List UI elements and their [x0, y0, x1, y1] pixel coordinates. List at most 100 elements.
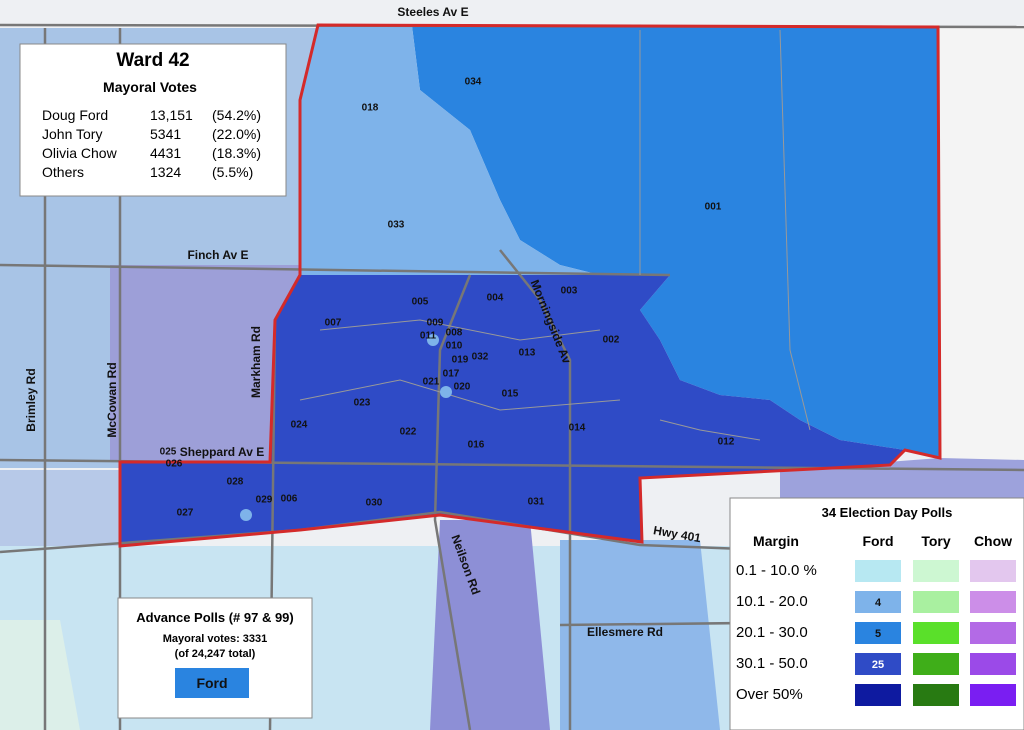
poll-label: 019	[452, 355, 469, 366]
poll-label: 008	[446, 328, 463, 339]
poll-label: 026	[166, 459, 183, 470]
legend-header: Margin	[753, 533, 799, 549]
poll-label: 012	[718, 437, 735, 448]
road-label: Steeles Av E	[397, 5, 468, 19]
advance-winner: Ford	[196, 675, 227, 691]
poll-site	[240, 509, 252, 521]
ward-boundary	[118, 23, 942, 548]
legend-header: Tory	[921, 533, 951, 549]
legend-body: Margin Ford Tory Chow 0.1 - 10.0 % 10.1 - 20.…	[736, 533, 1016, 706]
poll-label: 029	[256, 495, 273, 506]
poll-label: 002	[603, 335, 620, 346]
poll-label: 014	[569, 423, 586, 434]
poll-area-light	[300, 25, 600, 275]
poll-label: 009	[427, 318, 444, 329]
poll-label: 032	[472, 352, 489, 363]
legend-range: 0.1 - 10.0 %	[736, 562, 817, 579]
poll-label: 015	[502, 389, 519, 400]
summary-cell: 4431	[150, 145, 181, 161]
summary-box: Ward 42 Mayoral Votes Doug Ford 13,151 (54…	[19, 43, 287, 197]
summary-cell: Doug Ford	[42, 107, 108, 123]
legend-swatch	[913, 560, 959, 582]
legend-swatch	[855, 622, 901, 644]
area-south-purple	[430, 520, 550, 730]
legend-swatch	[855, 684, 901, 706]
summary-cell: Others	[42, 164, 84, 180]
area-southwest	[0, 470, 120, 546]
advance-title: Advance Polls (# 97 & 99)	[136, 610, 294, 625]
poll-label: 023	[354, 398, 371, 409]
advance-line: (of 24,247 total)	[175, 648, 256, 660]
poll-label: 021	[423, 377, 440, 388]
summary-cell: (22.0%)	[212, 126, 261, 142]
road-label: McCowan Rd	[105, 362, 119, 437]
road-line	[433, 274, 472, 730]
legend-swatch	[855, 653, 901, 675]
poll-label: 030	[366, 498, 383, 509]
summary-cell: 5341	[150, 126, 181, 142]
street	[779, 29, 811, 431]
road-line	[499, 249, 572, 730]
legend-swatch	[913, 653, 959, 675]
summary-cell: (5.5%)	[212, 164, 253, 180]
street	[659, 419, 761, 441]
legend-swatch	[970, 591, 1016, 613]
summary-title: Ward 42	[116, 50, 189, 71]
legend-range: 10.1 - 20.0	[736, 593, 808, 610]
poll-label: 018	[362, 103, 379, 114]
summary-cell: 13,151	[150, 107, 193, 123]
poll-area-medium	[318, 25, 940, 458]
summary-cell: John Tory	[42, 126, 102, 142]
poll-label: 027	[177, 508, 194, 519]
summary-cell: Olivia Chow	[42, 145, 118, 161]
legend-swatch	[970, 684, 1016, 706]
area-green	[0, 620, 80, 730]
poll-label: 005	[412, 297, 429, 308]
legend-count: 4	[875, 597, 882, 609]
road-label: Sheppard Av E	[180, 445, 264, 459]
legend-range: 20.1 - 30.0	[736, 624, 808, 641]
poll-label: 025	[160, 447, 177, 458]
road-line	[0, 263, 671, 277]
road-label: Finch Av E	[187, 248, 248, 262]
legend-swatch	[970, 560, 1016, 582]
legend-swatch	[913, 622, 959, 644]
poll-label: 013	[519, 348, 536, 359]
legend-title: 34 Election Day Polls	[822, 505, 953, 520]
summary-cell: (18.3%)	[212, 145, 261, 161]
poll-site	[440, 386, 452, 398]
legend-swatch	[913, 591, 959, 613]
road-label: Brimley Rd	[24, 368, 38, 431]
legend-swatch	[970, 653, 1016, 675]
poll-area-dark	[120, 275, 905, 546]
poll-label: 011	[420, 331, 437, 342]
poll-label: 017	[443, 369, 460, 380]
road-label: Ellesmere Rd	[587, 625, 663, 639]
poll-label: 031	[528, 497, 545, 508]
legend-header: Ford	[862, 533, 893, 549]
legend-swatch	[970, 622, 1016, 644]
advance-winner-swatch	[175, 668, 249, 698]
area-south-blue	[560, 540, 720, 730]
legend-range: 30.1 - 50.0	[736, 655, 808, 672]
poll-site	[427, 334, 439, 346]
poll-label: 006	[281, 494, 298, 505]
area-west-purple	[110, 265, 300, 462]
poll-label: 007	[325, 318, 342, 329]
summary-rows: Doug Ford 13,151 (54.2%) John Tory 5341 (22.0…	[42, 107, 261, 180]
poll-label: 016	[468, 440, 485, 451]
road-label: Markham Rd	[249, 326, 263, 398]
poll-label: 020	[454, 382, 471, 393]
poll-label: 024	[291, 420, 308, 431]
poll-label: 033	[388, 220, 405, 231]
advance-line: Mayoral votes: 3331	[163, 633, 268, 645]
poll-label: 003	[561, 286, 578, 297]
legend-swatch	[913, 684, 959, 706]
legend-count: 25	[872, 659, 884, 671]
summary-cell: (54.2%)	[212, 107, 261, 123]
legend: 34 Election Day Polls Margin Ford Tory Chow…	[729, 497, 1024, 730]
legend-swatch	[855, 591, 901, 613]
poll-label: 034	[465, 77, 482, 88]
